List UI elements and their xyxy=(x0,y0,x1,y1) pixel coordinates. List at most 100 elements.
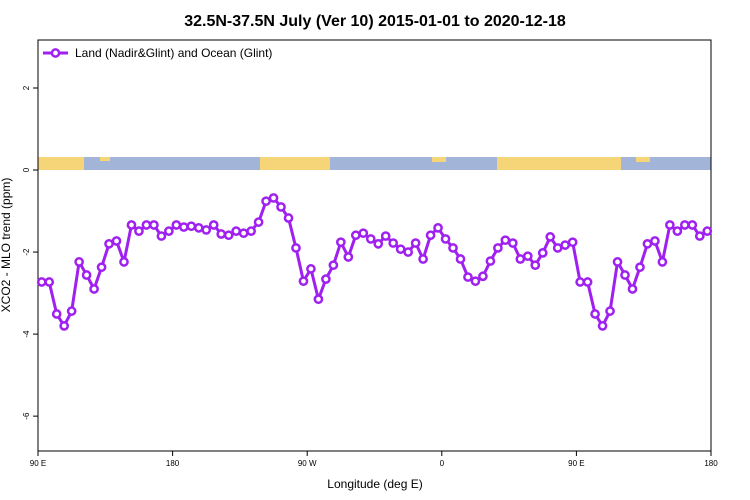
data-point xyxy=(253,217,264,227)
data-point xyxy=(164,226,174,236)
data-point xyxy=(380,231,391,241)
data-point xyxy=(291,243,301,253)
data-point xyxy=(463,272,473,282)
data-point xyxy=(665,220,675,230)
chart-title: 32.5N-37.5N July (Ver 10) 2015-01-01 to … xyxy=(184,13,566,30)
legend-marker xyxy=(50,48,61,58)
data-point xyxy=(178,222,189,232)
data-point xyxy=(306,264,316,274)
data-point xyxy=(635,262,645,273)
data-point xyxy=(298,276,309,287)
y-tick-label: 2 xyxy=(22,85,31,90)
data-point xyxy=(455,254,466,264)
x-tick-label: 0 xyxy=(440,459,445,468)
data-point xyxy=(672,226,683,236)
data-point xyxy=(186,221,197,232)
data-point xyxy=(313,294,324,305)
data-point xyxy=(223,230,234,241)
data-point xyxy=(507,238,518,248)
data-point xyxy=(276,202,286,212)
data-point xyxy=(119,257,129,267)
data-point xyxy=(111,236,122,246)
data-point xyxy=(328,260,339,271)
data-point xyxy=(433,223,443,233)
data-point xyxy=(485,256,496,266)
data-point xyxy=(582,277,593,287)
data-point xyxy=(261,196,271,207)
series-line xyxy=(41,196,709,329)
data-point xyxy=(141,220,152,230)
x-tick-label: 180 xyxy=(704,459,718,468)
data-point xyxy=(171,220,182,230)
data-point xyxy=(193,223,204,233)
data-point xyxy=(642,239,653,249)
data-point xyxy=(552,243,563,253)
data-point xyxy=(597,321,608,331)
data-point xyxy=(343,252,354,262)
data-point xyxy=(395,244,406,255)
data-point xyxy=(51,309,62,319)
data-point xyxy=(246,226,256,236)
y-tick-label: -6 xyxy=(22,412,31,420)
data-point xyxy=(612,257,623,267)
data-point xyxy=(522,251,533,262)
data-point xyxy=(478,271,488,282)
data-point xyxy=(605,306,615,316)
data-point xyxy=(493,243,503,253)
data-point xyxy=(134,226,144,236)
data-point xyxy=(679,220,690,230)
data-point xyxy=(515,254,526,264)
y-tick-label: -4 xyxy=(22,330,31,338)
data-point xyxy=(216,229,227,239)
data-point xyxy=(657,257,668,267)
data-point xyxy=(560,240,571,250)
data-point xyxy=(567,237,578,248)
data-point xyxy=(388,238,399,248)
x-tick-label: 180 xyxy=(166,459,180,468)
data-point xyxy=(96,262,107,273)
x-tick-label: 90 E xyxy=(568,459,584,468)
data-point xyxy=(448,243,458,253)
data-point xyxy=(59,321,70,331)
data-point xyxy=(694,231,705,241)
data-point xyxy=(575,277,585,287)
data-point xyxy=(89,284,99,294)
data-point xyxy=(81,270,92,280)
data-point xyxy=(590,309,600,319)
data-point xyxy=(365,234,376,244)
x-tick-label: 90 W xyxy=(298,459,317,468)
legend-label: Land (Nadir&Glint) and Ocean (Glint) xyxy=(75,46,272,60)
data-point xyxy=(74,257,84,267)
y-axis-label: XCO2 - MLO trend (ppm) xyxy=(0,178,13,313)
data-point xyxy=(104,239,114,249)
data-point xyxy=(530,260,541,271)
data-point xyxy=(36,277,47,287)
data-point xyxy=(470,276,481,287)
data-point xyxy=(268,193,279,203)
data-point xyxy=(149,220,159,230)
data-point xyxy=(208,220,219,230)
data-point xyxy=(425,230,436,241)
data-point xyxy=(418,254,428,264)
data-point xyxy=(650,236,660,246)
data-point xyxy=(545,232,556,242)
data-point xyxy=(440,234,451,244)
data-point xyxy=(350,230,361,241)
data-point xyxy=(687,220,698,230)
data-point xyxy=(231,226,242,236)
x-tick-label: 90 E xyxy=(30,459,46,468)
data-point xyxy=(238,228,249,239)
land-ocean-strip xyxy=(38,157,711,170)
data-point xyxy=(126,220,137,230)
data-point xyxy=(627,284,638,294)
data-point xyxy=(537,248,548,258)
data-point xyxy=(373,239,384,249)
data-point xyxy=(500,235,511,246)
data-point xyxy=(201,225,212,235)
data-point xyxy=(702,226,713,236)
plot-frame xyxy=(37,39,712,452)
y-tick-label: 0 xyxy=(22,167,31,172)
data-point xyxy=(410,238,421,248)
data-point xyxy=(156,231,167,241)
